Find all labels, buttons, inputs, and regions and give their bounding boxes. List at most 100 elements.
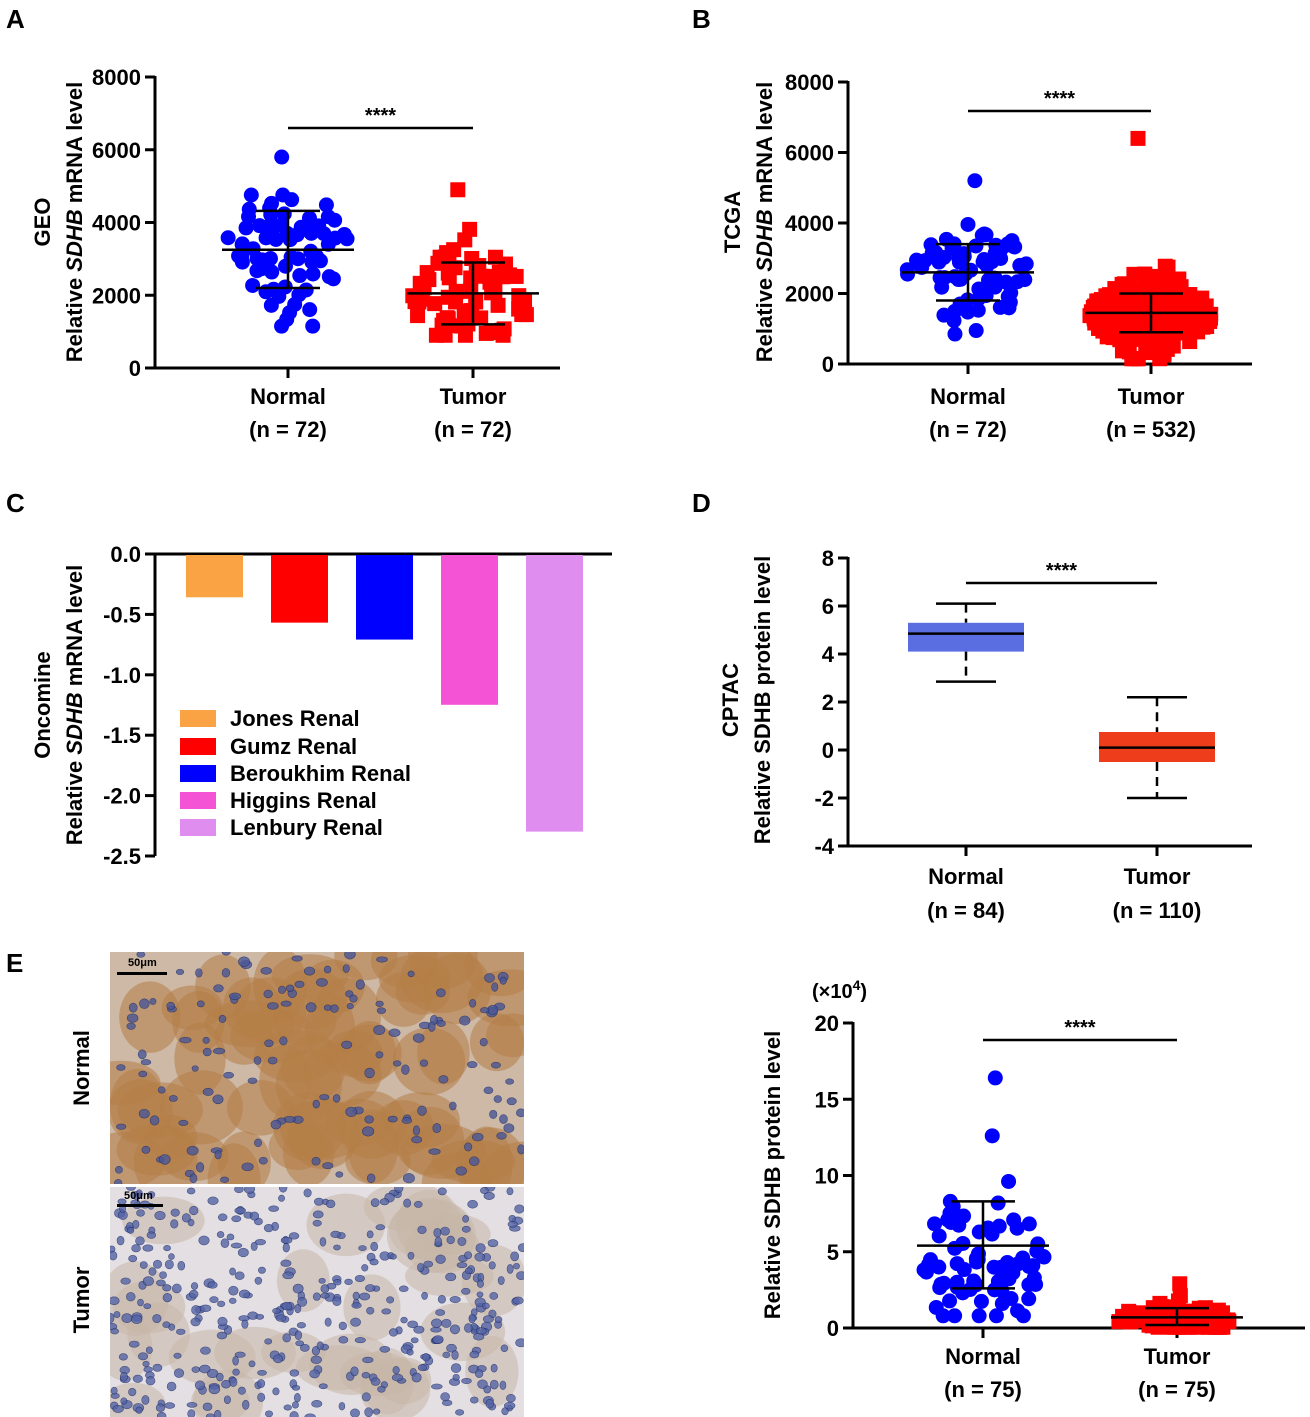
data-point-e-normal	[1021, 1216, 1037, 1232]
data-point-a-tumor	[487, 249, 503, 265]
y-tick-label-b: 8000	[785, 70, 834, 95]
y-tick-label-b: 4000	[785, 211, 834, 236]
y-tick-label-b: 2000	[785, 282, 834, 307]
sample-size-label-d-tumor: (n = 110)	[1113, 898, 1202, 923]
data-point-a-normal	[274, 149, 290, 165]
x-tick-label-d-normal: Normal	[928, 864, 1004, 889]
data-point-a-normal	[234, 237, 250, 253]
data-point-b-normal	[976, 251, 992, 267]
data-point-b-normal	[950, 272, 966, 288]
data-point-a-normal	[303, 243, 319, 259]
data-point-b-tumor	[1194, 290, 1210, 306]
data-point-a-tumor	[494, 322, 510, 338]
y-axis-label-a: Relative SDHB mRNA level	[62, 82, 87, 362]
data-point-a-tumor	[511, 288, 527, 304]
y-tick-label-d: 8	[822, 546, 834, 571]
ihc-row-label-tumor: Tumor	[69, 1266, 94, 1334]
data-point-b-normal	[960, 216, 976, 232]
data-point-e-normal	[931, 1228, 947, 1244]
sample-size-label-e-normal: (n = 75)	[944, 1377, 1022, 1402]
y-axis-title-b: TCGA	[720, 191, 745, 253]
significance-label-b: ****	[1044, 88, 1075, 110]
data-point-b-tumor	[1118, 332, 1134, 348]
data-point-e-normal	[928, 1299, 944, 1315]
data-point-a-tumor	[478, 325, 494, 341]
data-point-a-normal	[245, 277, 261, 293]
data-point-a-tumor	[450, 182, 466, 198]
y-tick-label-d: 2	[822, 690, 834, 715]
data-point-a-normal	[243, 187, 259, 203]
data-point-b-normal	[1000, 289, 1016, 305]
legend-label-beroukhim-renal: Beroukhim Renal	[230, 761, 411, 786]
data-point-b-normal	[968, 238, 984, 254]
data-point-a-normal	[262, 200, 278, 216]
data-point-a-normal	[302, 302, 318, 318]
data-point-b-normal	[1009, 274, 1025, 290]
x-tick-label-a-normal: Normal	[250, 384, 326, 409]
data-point-b-normal	[970, 291, 986, 307]
data-point-a-tumor	[427, 296, 443, 312]
y-tick-label-a: 4000	[92, 211, 141, 236]
data-point-e-normal	[991, 1218, 1007, 1234]
y-tick-label-d: -4	[814, 834, 834, 859]
data-point-a-normal	[327, 230, 343, 246]
legend-label-lenbury-renal: Lenbury Renal	[230, 815, 383, 840]
y-tick-label-c: -1.5	[103, 723, 141, 748]
data-point-e-normal	[1010, 1256, 1026, 1272]
data-point-a-normal	[293, 219, 309, 235]
data-point-b-tumor	[1135, 314, 1151, 330]
y-axis-label-e: Relative SDHB protein level	[760, 1031, 785, 1320]
data-point-a-tumor	[508, 268, 524, 284]
scale-bar-normal	[117, 972, 167, 975]
panel-letter-d: D	[692, 488, 711, 518]
axis-multiplier-e: (×104)	[812, 977, 867, 1003]
data-point-e-normal	[971, 1224, 987, 1240]
sample-size-label-a-tumor: (n = 72)	[434, 417, 512, 442]
data-point-a-tumor	[491, 264, 507, 280]
data-point-e-tumor	[1160, 1302, 1176, 1318]
data-point-b-normal	[987, 245, 1003, 261]
y-tick-label-b: 6000	[785, 141, 834, 166]
panel-letter-b: B	[692, 4, 711, 34]
data-point-b-tumor	[1085, 299, 1101, 315]
data-point-b-tumor	[1202, 313, 1218, 329]
data-point-b-tumor	[1141, 299, 1157, 315]
data-point-b-normal	[978, 227, 994, 243]
data-point-a-normal	[292, 268, 308, 284]
y-tick-label-c: -0.5	[103, 602, 141, 627]
data-point-a-normal	[318, 197, 334, 213]
data-point-a-tumor	[511, 301, 527, 317]
data-point-a-normal	[273, 217, 289, 233]
bar-beroukhim-renal	[356, 555, 413, 640]
data-point-e-normal	[1026, 1270, 1042, 1286]
panel-letter-a: A	[6, 4, 25, 34]
y-axis-label-d: Relative SDHB protein level	[750, 556, 775, 845]
sample-size-label-d-normal: (n = 84)	[927, 898, 1005, 923]
y-tick-label-b: 0	[822, 352, 834, 377]
data-point-e-normal	[1036, 1249, 1052, 1265]
data-point-a-tumor	[416, 280, 432, 296]
legend-label-jones-renal: Jones Renal	[230, 706, 360, 731]
legend-swatch-lenbury-renal	[180, 819, 216, 836]
panel-letter-c: C	[6, 488, 25, 518]
y-tick-label-e: 15	[815, 1087, 839, 1112]
y-axis-label-b: Relative SDHB mRNA level	[752, 82, 777, 362]
data-point-e-normal	[987, 1282, 1003, 1298]
x-tick-label-b-tumor: Tumor	[1118, 384, 1185, 409]
data-point-e-normal	[969, 1254, 985, 1270]
bar-lenbury-renal	[526, 555, 583, 832]
y-tick-label-c: -1.0	[103, 663, 141, 688]
data-point-e-normal	[936, 1275, 952, 1291]
data-point-e-normal	[988, 1308, 1004, 1324]
data-point-b-tumor	[1102, 287, 1118, 303]
data-point-e-normal	[1001, 1173, 1017, 1189]
data-point-b-tumor	[1143, 337, 1159, 353]
ihc-row-label-normal: Normal	[69, 1030, 94, 1106]
bar-gumz-renal	[271, 555, 328, 623]
data-point-a-tumor	[407, 294, 423, 310]
y-tick-label-e: 10	[815, 1164, 839, 1189]
y-tick-label-a: 0	[129, 356, 141, 381]
data-point-e-normal	[949, 1274, 965, 1290]
scale-label-tumor: 50μm	[124, 1190, 153, 1202]
